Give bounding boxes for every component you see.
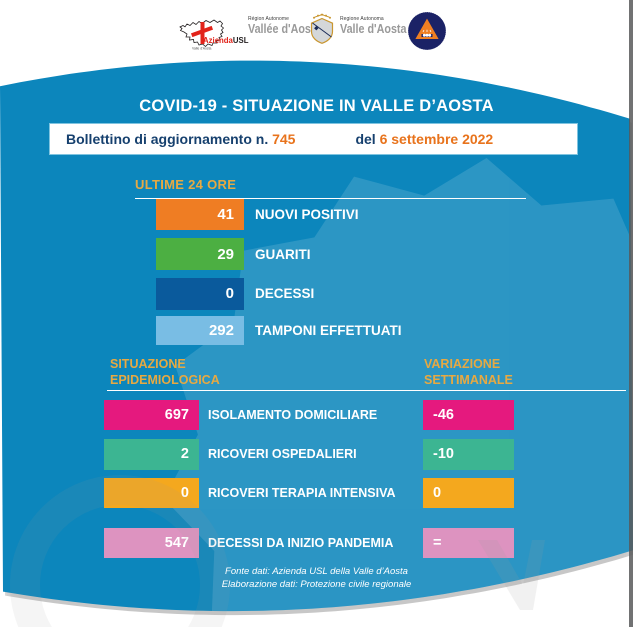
svg-text:Valle d'Aosta: Valle d'Aosta (192, 47, 212, 51)
svg-text:AziendaUSL: AziendaUSL (203, 36, 249, 45)
